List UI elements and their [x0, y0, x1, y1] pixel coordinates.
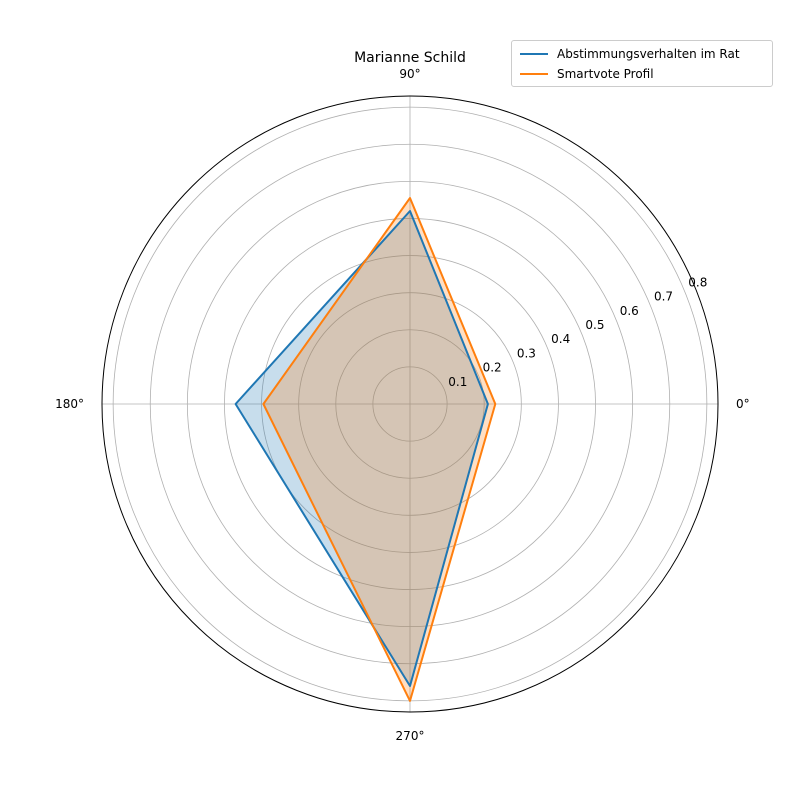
legend-label-series-2: Smartvote Profil: [557, 67, 654, 81]
angular-tick-label-180: 180°: [55, 397, 84, 411]
series-line-2: [262, 197, 497, 702]
radial-tick-label-1: 0.1: [448, 375, 467, 389]
radial-tick-label-2: 0.2: [483, 361, 502, 375]
tick-labels: 0° 90° 180° 270° 0.1 0.2 0.3 0.4 0.5 0.6 0.7 0.8: [55, 67, 750, 743]
polar-spine: [101, 95, 719, 713]
polar-grid: [101, 95, 719, 713]
radial-tick-label-8: 0.8: [688, 275, 707, 289]
chart-title: Marianne Schild: [354, 50, 466, 66]
series-lines: [234, 197, 497, 702]
legend-label-series-1: Abstimmungsverhalten im Rat: [557, 47, 740, 61]
legend: Abstimmungsverhalten im Rat Smartvote Pr…: [511, 40, 773, 87]
series-fill-2: [263, 198, 496, 701]
radial-tick-label-4: 0.4: [551, 332, 570, 346]
radial-tick-label-7: 0.7: [654, 290, 673, 304]
radial-tick-label-5: 0.5: [585, 318, 604, 332]
legend-swatch-series-1: [520, 53, 548, 55]
series-line-1: [234, 210, 489, 687]
radial-tick-label-3: 0.3: [517, 346, 536, 360]
legend-swatch-series-2: [520, 73, 548, 75]
angular-tick-label-90: 90°: [399, 67, 420, 81]
series-fill-1: [235, 211, 488, 686]
angular-tick-label-270: 270°: [396, 729, 425, 743]
radial-tick-label-6: 0.6: [620, 304, 639, 318]
legend-item-series-1: Abstimmungsverhalten im Rat: [520, 44, 764, 64]
angular-tick-label-0: 0°: [736, 397, 750, 411]
legend-item-series-2: Smartvote Profil: [520, 64, 764, 84]
